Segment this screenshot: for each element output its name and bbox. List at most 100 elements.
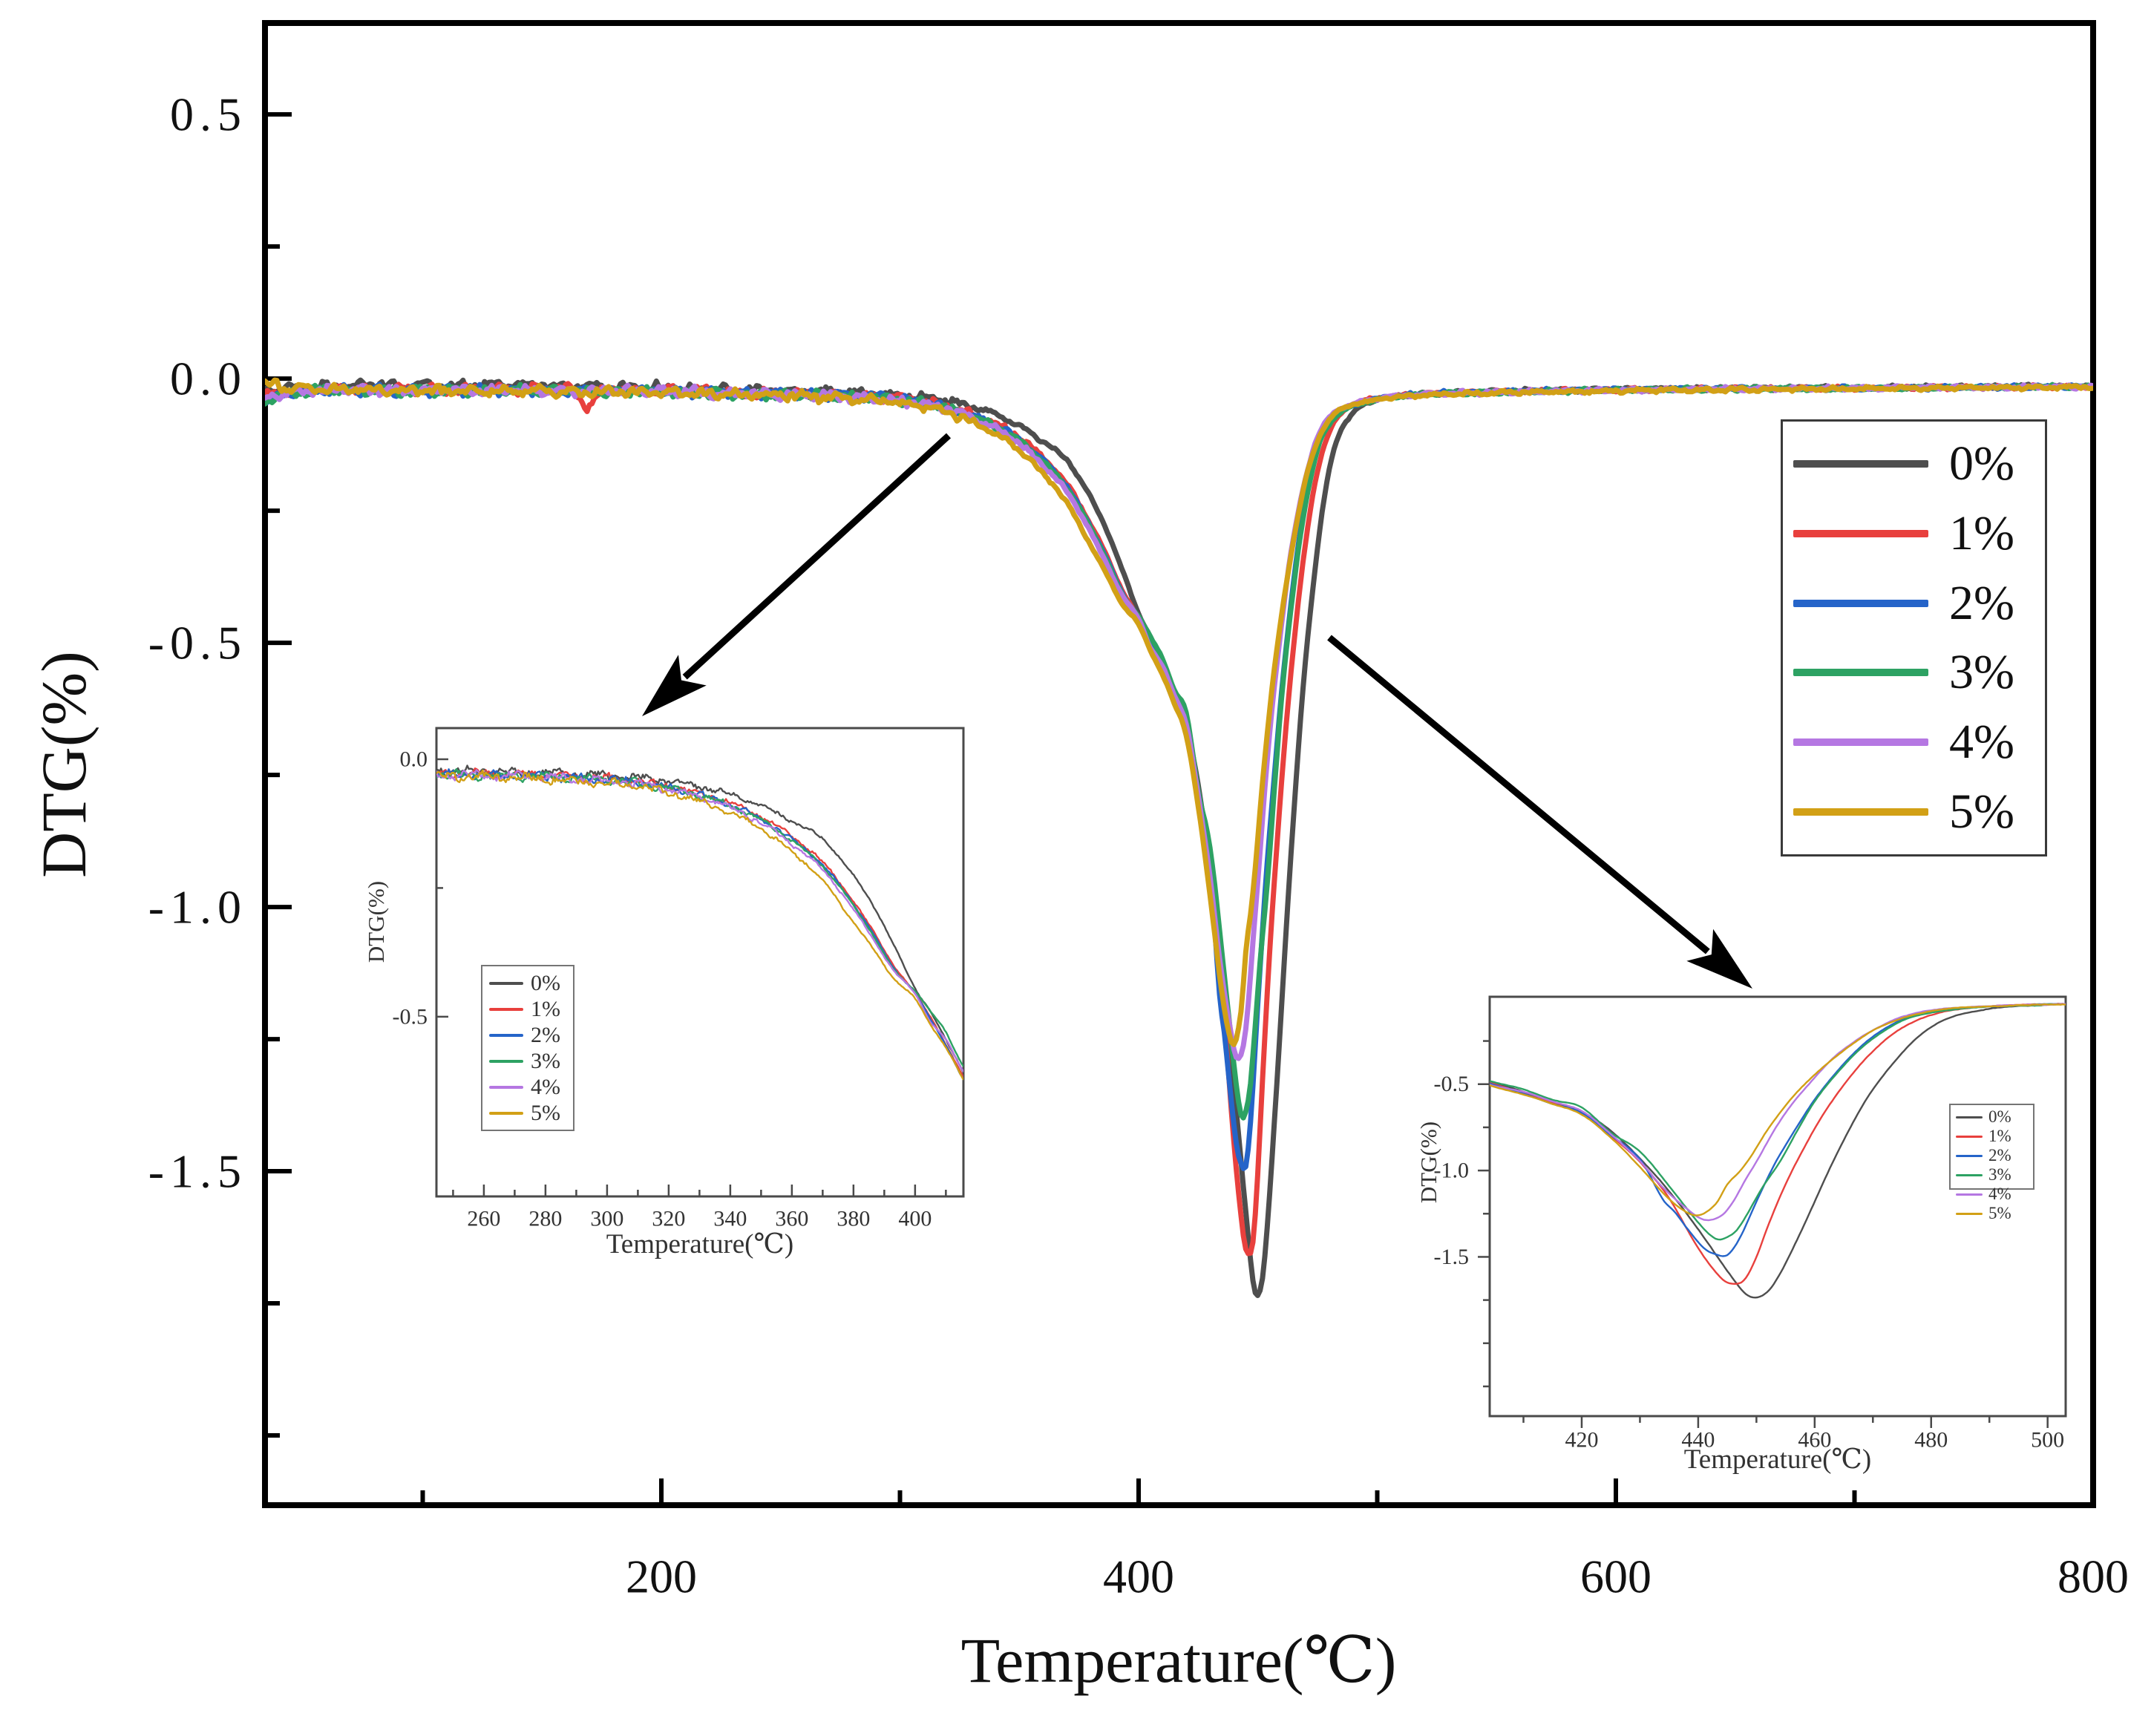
- legend-label: 5%: [1949, 785, 2014, 839]
- svg-text:500: 500: [2031, 1428, 2064, 1452]
- legend-row: 5%: [1956, 1204, 2033, 1223]
- main-plot: 200 400 600 800 0.5 0.0 -0.5 -1.0 -1.5: [148, 20, 2129, 1603]
- svg-text:260: 260: [467, 1207, 500, 1231]
- main-legend: 0% 1% 2% 3% 4% 5%: [1781, 419, 2047, 856]
- left-inset-y-axis-title: DTG(%): [363, 880, 389, 963]
- legend-row: 4%: [489, 1075, 573, 1100]
- inset-left-plot: 260 280 300 320 340 360 380 400 0.0 -0.5: [393, 727, 965, 1231]
- legend-label: 0%: [1988, 1107, 2011, 1126]
- legend-row: 5%: [1793, 784, 2045, 840]
- svg-text:0.0: 0.0: [400, 747, 428, 771]
- series-1pct-swatch: [1793, 529, 1928, 537]
- legend-row: 2%: [1793, 575, 2045, 632]
- series-0pct-swatch: [1793, 459, 1928, 468]
- svg-text:460: 460: [1798, 1428, 1831, 1452]
- legend-label: 1%: [531, 996, 560, 1021]
- series-5pct-curve: [1490, 1003, 2066, 1216]
- svg-text:-0.5: -0.5: [148, 617, 247, 669]
- legend-label: 2%: [1988, 1146, 2011, 1165]
- left-inset-legend: 0% 1% 2% 3% 4% 5%: [481, 965, 574, 1131]
- legend-label: 4%: [531, 1074, 560, 1099]
- legend-row: 2%: [489, 1023, 573, 1048]
- svg-text:600: 600: [1580, 1550, 1651, 1603]
- series-3pct-swatch: [1956, 1173, 1983, 1176]
- legend-label: 1%: [1949, 505, 2014, 560]
- series-2pct-swatch: [1956, 1154, 1983, 1157]
- legend-label: 4%: [1949, 715, 2014, 770]
- legend-label: 2%: [531, 1022, 560, 1047]
- series-4pct-curve: [436, 769, 963, 1072]
- legend-row: 0%: [1956, 1107, 2033, 1127]
- svg-text:400: 400: [898, 1207, 932, 1231]
- series-5pct-swatch: [489, 1111, 523, 1115]
- right-inset-x-axis-title: Temperature(℃): [1683, 1444, 1872, 1475]
- svg-text:340: 340: [713, 1207, 747, 1231]
- legend-row: 5%: [489, 1101, 573, 1126]
- svg-text:280: 280: [528, 1207, 562, 1231]
- series-0pct-swatch: [489, 981, 523, 985]
- series-5pct-swatch: [1793, 808, 1928, 816]
- legend-label: 5%: [531, 1100, 560, 1125]
- svg-text:300: 300: [590, 1207, 623, 1231]
- svg-text:440: 440: [1681, 1428, 1715, 1452]
- legend-label: 4%: [1988, 1185, 2011, 1203]
- series-4pct-swatch: [1956, 1193, 1983, 1196]
- legend-label: 0%: [531, 970, 560, 995]
- legend-row: 1%: [1956, 1127, 2033, 1146]
- series-1pct-swatch: [489, 1007, 523, 1011]
- legend-label: 2%: [1949, 575, 2014, 630]
- svg-text:320: 320: [652, 1207, 685, 1231]
- series-0pct-swatch: [1956, 1116, 1983, 1118]
- legend-row: 3%: [1956, 1165, 2033, 1185]
- series-3pct-swatch: [489, 1059, 523, 1063]
- zoom-arrow-left: [642, 433, 952, 716]
- legend-label: 5%: [1988, 1204, 2011, 1222]
- series-2pct-swatch: [489, 1033, 523, 1037]
- zoom-arrow-right: [1327, 635, 1752, 989]
- legend-row: 4%: [1793, 714, 2045, 770]
- svg-text:-1.5: -1.5: [148, 1145, 247, 1198]
- svg-text:-1.5: -1.5: [1434, 1245, 1470, 1269]
- svg-text:480: 480: [1914, 1428, 1948, 1452]
- svg-text:420: 420: [1565, 1428, 1598, 1452]
- legend-row: 0%: [1793, 436, 2045, 492]
- series-4pct-swatch: [1793, 738, 1928, 747]
- right-inset-legend: 0% 1% 2% 3% 4% 5%: [1949, 1104, 2034, 1222]
- svg-text:380: 380: [837, 1207, 870, 1231]
- series-2pct-swatch: [1793, 599, 1928, 607]
- svg-text:-1.0: -1.0: [1434, 1159, 1470, 1183]
- legend-label: 0%: [1949, 436, 2014, 491]
- legend-row: 0%: [489, 971, 573, 996]
- legend-row: 3%: [489, 1049, 573, 1074]
- series-5pct-swatch: [1956, 1212, 1983, 1215]
- svg-text:360: 360: [775, 1207, 808, 1231]
- series-5pct-curve: [265, 377, 2093, 1047]
- legend-row: 1%: [1793, 505, 2045, 562]
- main-x-axis-title: Temperature(℃): [960, 1625, 1397, 1696]
- legend-row: 4%: [1956, 1185, 2033, 1204]
- svg-text:800: 800: [2058, 1550, 2129, 1603]
- legend-label: 1%: [1988, 1127, 2011, 1145]
- svg-text:-1.0: -1.0: [148, 881, 247, 934]
- svg-text:-0.5: -0.5: [393, 1004, 428, 1029]
- series-5pct-curve: [436, 769, 963, 1081]
- svg-text:200: 200: [626, 1550, 697, 1603]
- series-3pct-swatch: [1793, 669, 1928, 677]
- legend-label: 3%: [1949, 645, 2014, 700]
- right-inset-y-axis-title: DTG(%): [1415, 1121, 1441, 1204]
- svg-text:0.5: 0.5: [170, 88, 247, 141]
- legend-label: 3%: [1988, 1165, 2011, 1184]
- series-1pct-swatch: [1956, 1135, 1983, 1138]
- series-4pct-swatch: [489, 1085, 523, 1089]
- legend-row: 2%: [1956, 1146, 2033, 1165]
- legend-row: 3%: [1793, 644, 2045, 701]
- legend-row: 1%: [489, 997, 573, 1022]
- legend-label: 3%: [531, 1048, 560, 1073]
- left-inset-x-axis-title: Temperature(℃): [606, 1229, 794, 1260]
- inset-right-plot: 420 440 460 480 500 -0.5 -1.0 -1.5: [1434, 995, 2067, 1452]
- svg-text:400: 400: [1103, 1550, 1174, 1603]
- main-y-axis-title: DTG(%): [28, 651, 99, 878]
- svg-text:0.0: 0.0: [170, 353, 247, 405]
